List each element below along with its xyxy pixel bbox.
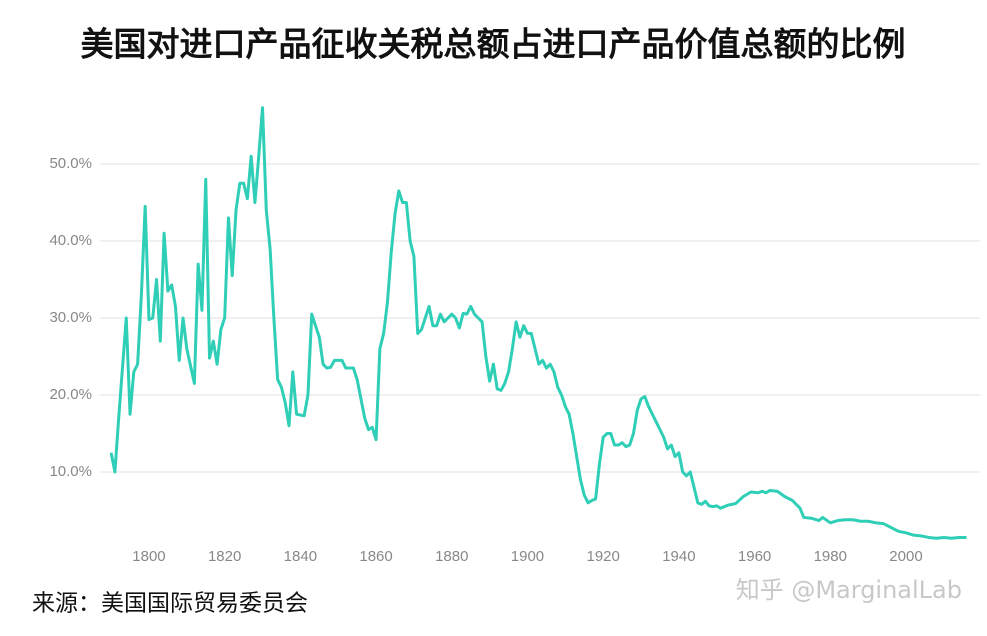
- x-tick-label: 1880: [435, 548, 468, 565]
- x-tick-label: 1960: [738, 548, 771, 565]
- data-line: [109, 106, 967, 540]
- x-tick-label: 1840: [284, 548, 317, 565]
- x-tick-label: 1980: [814, 548, 847, 565]
- y-tick-label: 10.0%: [49, 463, 92, 480]
- x-tick-label: 1820: [208, 548, 241, 565]
- y-tick-label: 30.0%: [49, 309, 92, 326]
- x-tick-label: 2000: [889, 548, 922, 565]
- y-tick-label: 40.0%: [49, 232, 92, 249]
- x-tick-label: 1860: [359, 548, 392, 565]
- chart-title: 美国对进口产品征收关税总额占进口产品价值总额的比例: [81, 25, 906, 64]
- source: 来源：美国国际贸易委员会: [32, 591, 308, 617]
- watermark: 知乎 @MarginalLab: [736, 576, 962, 604]
- x-tick-label: 1940: [662, 548, 695, 565]
- y-tick-label: 50.0%: [49, 155, 92, 172]
- x-tick-label: 1920: [586, 548, 619, 565]
- y-tick-label: 20.0%: [49, 386, 92, 403]
- x-tick-label: 1800: [132, 548, 165, 565]
- x-tick-label: 1900: [511, 548, 544, 565]
